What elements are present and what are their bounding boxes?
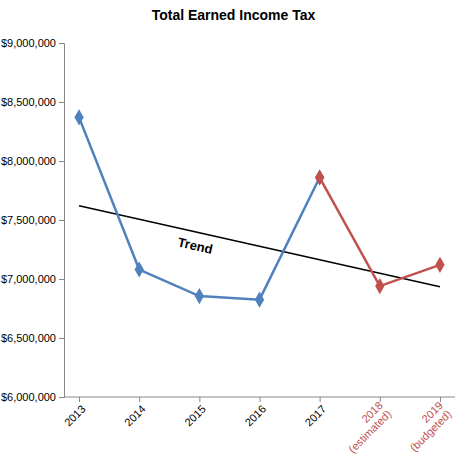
x-tick: 2014 [122,397,148,428]
plot: $6,000,000 $6,500,000 $7,000,000 $7,500,000… [1,37,455,455]
y-tick-mark [59,220,64,221]
y-tick: $7,000,000 [1,273,64,285]
y-tick-label: $8,000,000 [1,155,56,167]
y-tick-mark [59,338,64,339]
y-tick-label: $7,500,000 [1,214,56,226]
marker [74,109,83,125]
y-axis-line [59,44,65,398]
x-axis: 2013 2014 2015 2016 2017 2018(estimated)2019(… [62,397,455,455]
y-tick-label: $6,500,000 [1,332,56,344]
x-tick-label: 2013 [62,403,88,429]
x-tick-mark [320,397,321,402]
x-tick-mark [380,397,381,402]
y-tick-label: $9,000,000 [1,37,56,49]
marker [135,262,144,278]
data-layer [74,109,444,307]
x-tick-mark [139,397,140,402]
x-tick: 2018(estimated) [337,397,393,455]
x-tick-mark [199,397,200,402]
x-tick: 2016 [242,397,268,428]
series-line [320,178,440,287]
x-tick-label: 2016 [242,403,268,429]
y-tick-label: $7,000,000 [1,273,56,285]
x-tick: 2015 [182,397,208,428]
y-tick: $8,500,000 [1,96,64,108]
trend-line [79,206,440,287]
y-tick-mark [59,279,64,280]
series-line [79,117,320,299]
x-tick-label: 2019(budgeted) [399,399,454,454]
x-tick-label: 2015 [182,403,208,429]
x-tick-label: 2014 [122,403,148,429]
y-tick: $7,500,000 [1,214,64,226]
y-tick-mark [59,161,64,162]
x-tick-mark [440,397,441,402]
x-tick-label: 2018(estimated) [337,399,393,455]
x-tick-label: 2017 [302,403,328,429]
y-tick-label: $6,000,000 [1,391,56,403]
y-tick-label: $8,500,000 [1,96,56,108]
x-tick-mark [79,397,80,402]
trend-label: Trend [176,235,214,257]
y-tick-mark [59,397,64,398]
y-tick-mark [59,102,64,103]
y-tick: $9,000,000 [1,37,64,49]
y-tick-mark [59,43,64,44]
x-tick-mark [260,397,261,402]
x-tick: 2019(budgeted) [399,397,454,454]
x-tick: 2017 [302,397,328,428]
y-axis: $6,000,000 $6,500,000 $7,000,000 $7,500,000… [1,37,65,403]
marker [315,169,324,185]
marker [375,278,384,294]
y-tick: $6,500,000 [1,332,64,344]
marker [315,169,324,185]
x-tick: 2013 [62,397,88,428]
y-tick: $6,000,000 [1,391,64,403]
marker [255,292,264,308]
title: Total Earned Income Tax [152,7,316,23]
y-tick: $8,000,000 [1,155,64,167]
chart: Total Earned Income Tax $6,000,000 $6,500,… [0,0,467,468]
marker [435,257,444,273]
marker [195,288,204,304]
